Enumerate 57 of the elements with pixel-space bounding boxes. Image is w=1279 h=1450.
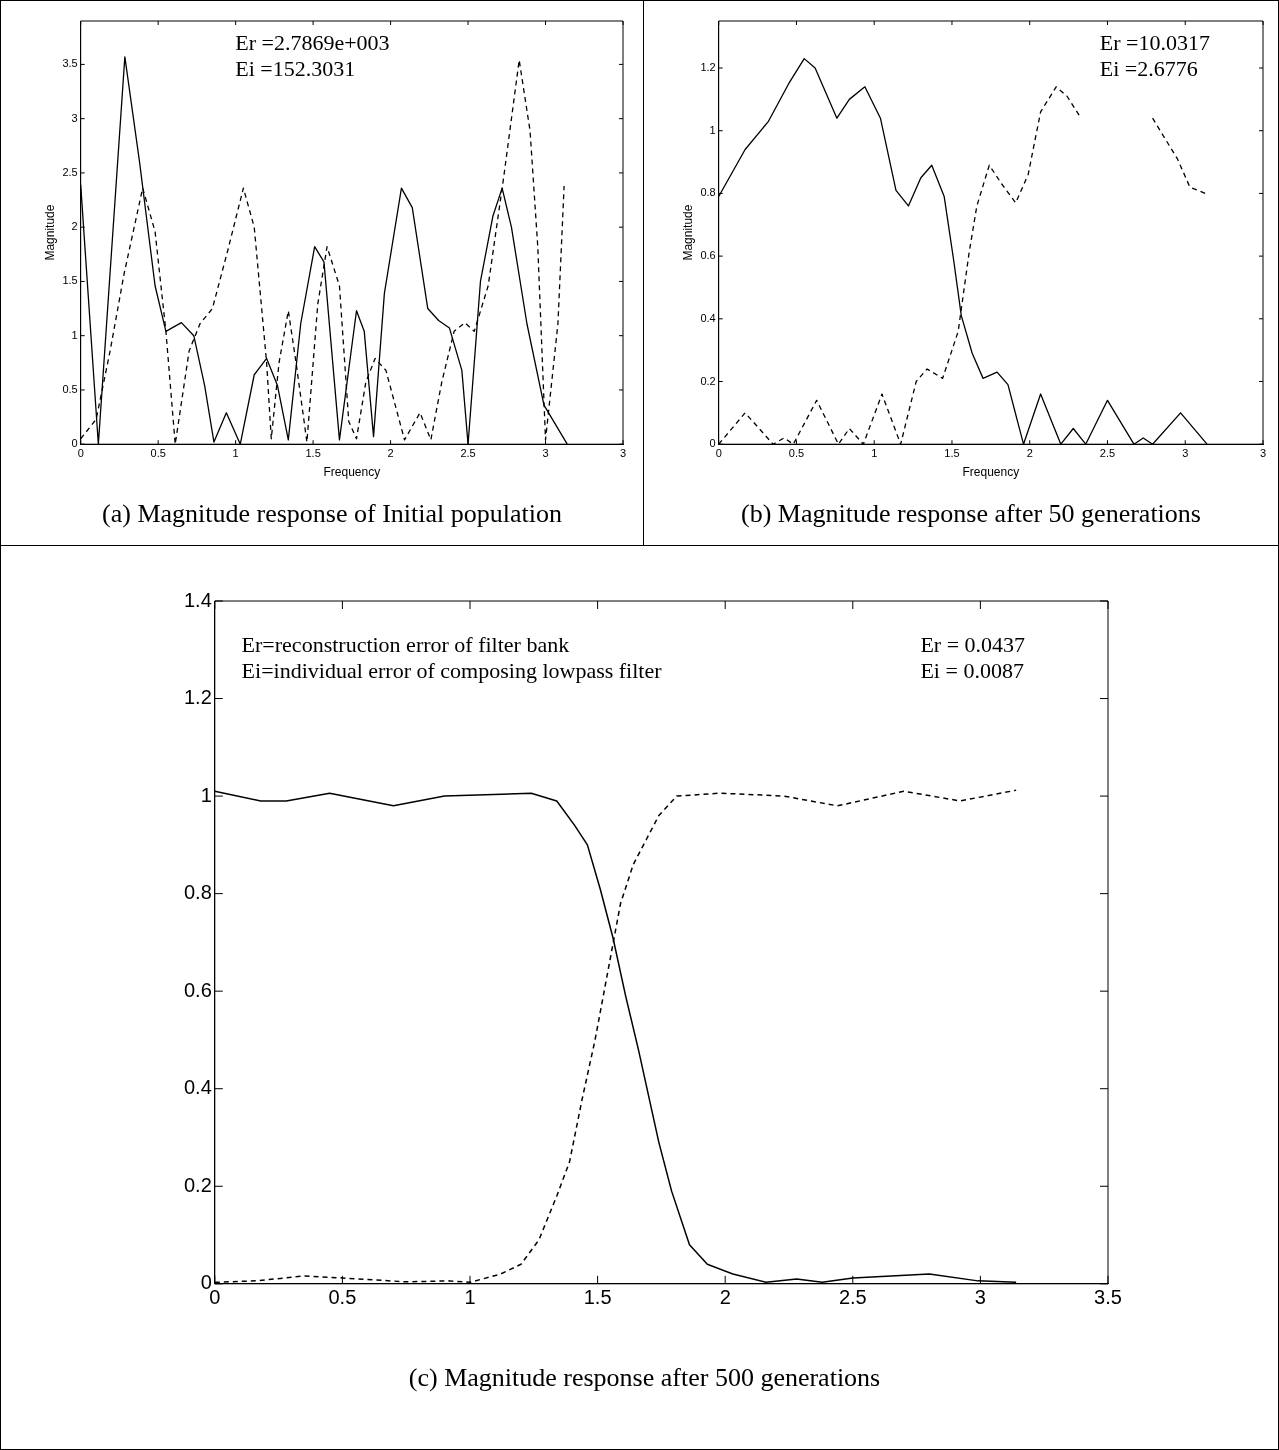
annotation: Ei = 0.0087 — [920, 657, 1024, 683]
y-tick-label: 0.8 — [183, 881, 212, 904]
y-tick-label: 0.6 — [183, 978, 212, 1001]
y-tick-label: 1 — [709, 123, 716, 136]
x-tick-label: 2.5 — [460, 446, 476, 459]
annotation: Er =10.0317 — [1099, 30, 1210, 56]
x-tick-label: 2 — [387, 446, 394, 459]
y-axis-title: Magnitude — [680, 204, 695, 261]
annotation: Er = 0.0437 — [920, 631, 1026, 657]
x-tick-label: 1.5 — [944, 446, 960, 459]
y-tick-label: 1 — [71, 328, 78, 341]
x-tick-label: 3 — [974, 1286, 986, 1309]
x-tick-label: 3 — [1259, 446, 1267, 459]
y-tick-label: 0.2 — [700, 374, 716, 387]
y-tick-label: 0 — [71, 437, 78, 450]
x-tick-label: 1.5 — [583, 1286, 612, 1309]
text: (b) Magnitude response after 50 generations — [741, 499, 1201, 529]
annotation: Ei =152.3031 — [235, 56, 356, 82]
y-tick-label: 0 — [709, 437, 716, 450]
y-tick-label: 1.2 — [183, 686, 212, 709]
y-tick-label: 0.4 — [700, 311, 716, 324]
x-tick-label: 3 — [542, 446, 549, 459]
x-tick-label: 2.5 — [838, 1286, 867, 1309]
y-axis-title: Magnitude — [42, 204, 57, 261]
x-tick-label: 3.5 — [1094, 1286, 1122, 1309]
y-tick-label: 1 — [200, 783, 212, 806]
y-tick-label: 1.4 — [183, 588, 212, 611]
x-tick-label: 0.5 — [788, 446, 805, 459]
y-tick-label: 0.4 — [183, 1076, 212, 1099]
y-tick-label: 0.6 — [700, 249, 716, 262]
x-tick-label: 1 — [232, 446, 239, 459]
text: (a) Magnitude response of Initial population — [102, 499, 562, 529]
x-tick-label: 0.5 — [150, 446, 166, 459]
y-tick-label: 3.5 — [62, 57, 78, 70]
y-tick-label: 2 — [71, 220, 78, 233]
x-tick-label: 0.5 — [328, 1286, 357, 1309]
x-axis-title: Frequency — [962, 464, 1020, 479]
x-tick-label: 1 — [871, 446, 878, 459]
y-tick-label: 2.5 — [62, 165, 78, 178]
x-tick-label: 1 — [464, 1286, 476, 1309]
x-tick-label: 2.5 — [1099, 446, 1116, 459]
x-tick-label: 2 — [1026, 446, 1033, 459]
annotation: Er=reconstruction error of filter bank — [241, 631, 570, 657]
y-tick-label: 1.2 — [700, 61, 716, 74]
y-tick-label: 3 — [71, 111, 78, 124]
x-tick-label: 3 — [1182, 446, 1189, 459]
x-axis-title: Frequency — [323, 464, 381, 479]
x-tick-label: 3 — [619, 446, 627, 459]
annotation: Ei=individual error of composing lowpass filter — [241, 657, 663, 683]
x-tick-label: 1.5 — [305, 446, 321, 459]
y-tick-label: 0.5 — [62, 382, 78, 395]
annotation: Ei =2.6776 — [1099, 56, 1198, 82]
y-tick-label: 1.5 — [62, 274, 78, 287]
y-tick-label: 0.2 — [183, 1173, 212, 1196]
y-tick-label: 0.8 — [700, 186, 716, 199]
text: (c) Magnitude response after 500 generations — [408, 1363, 881, 1393]
annotation: Er =2.7869e+003 — [235, 30, 390, 56]
